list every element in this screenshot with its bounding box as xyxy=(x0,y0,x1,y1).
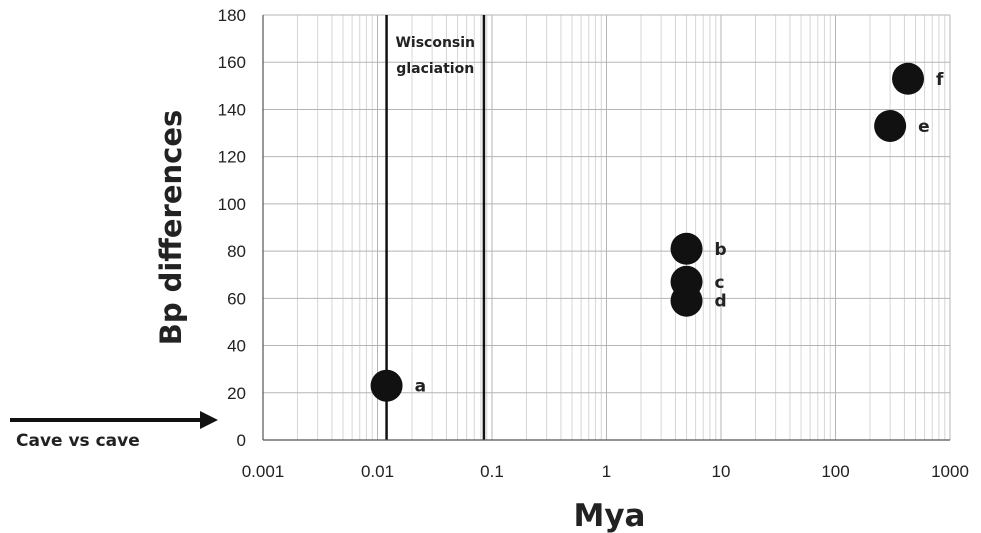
y-tick-label: 0 xyxy=(237,431,246,450)
data-point xyxy=(670,232,703,265)
y-tick-label: 40 xyxy=(227,337,246,356)
y-tick-label: 120 xyxy=(218,148,246,167)
side-arrow xyxy=(10,411,218,429)
x-axis-title: Mya xyxy=(574,498,646,533)
data-point xyxy=(892,62,925,95)
point-label: e xyxy=(918,117,930,137)
y-tick-label: 20 xyxy=(227,384,246,403)
annotation-line2: glaciation xyxy=(396,61,474,77)
grid xyxy=(262,14,951,441)
y-axis-title: Bp differences xyxy=(154,110,188,346)
x-tick-label: 1 xyxy=(602,462,611,481)
y-tick-label: 60 xyxy=(227,289,246,308)
reference-lines xyxy=(385,15,486,440)
point-label: b xyxy=(715,240,727,260)
axes xyxy=(262,15,950,441)
side-label: Cave vs cave xyxy=(16,431,140,451)
y-tick-label: 80 xyxy=(227,242,246,261)
point-label: f xyxy=(936,70,944,90)
data-point xyxy=(670,284,703,317)
data-point xyxy=(370,369,403,402)
y-tick-label: 140 xyxy=(218,100,246,119)
y-tick-label: 100 xyxy=(218,195,246,214)
tick-labels: 0.001 0.01 0.1 1 10 100 1000 0 20 40 60 80 100 120 140… xyxy=(218,6,969,481)
point-label: d xyxy=(715,292,727,312)
x-tick-label: 1000 xyxy=(931,462,969,481)
y-tick-label: 160 xyxy=(218,53,246,72)
x-tick-label: 0.001 xyxy=(242,462,285,481)
data-point xyxy=(874,109,907,142)
x-tick-label: 10 xyxy=(712,462,731,481)
data-points: a bcd e f xyxy=(370,62,944,402)
annotation-line1: Wisconsin xyxy=(395,35,475,51)
point-label: a xyxy=(415,377,426,397)
x-tick-label: 0.1 xyxy=(480,462,504,481)
x-tick-label: 100 xyxy=(821,462,849,481)
y-tick-label: 180 xyxy=(218,6,246,25)
point-label: c xyxy=(715,273,725,293)
x-tick-label: 0.01 xyxy=(361,462,394,481)
